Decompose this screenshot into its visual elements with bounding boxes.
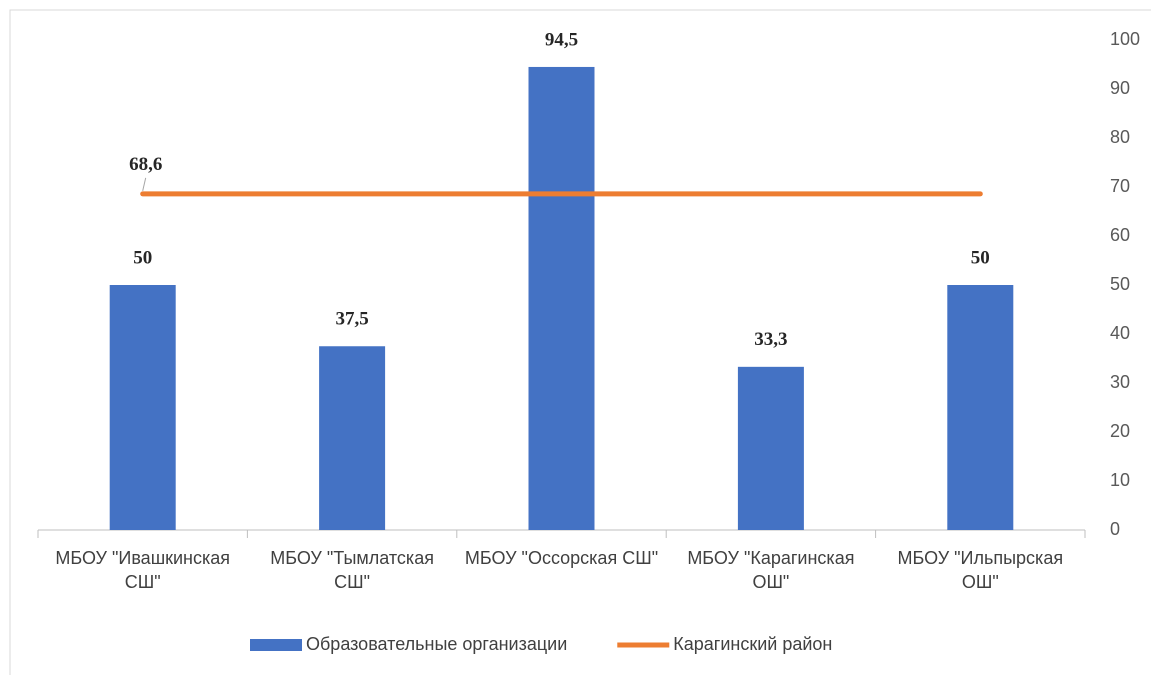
data-label: 50 [971,247,990,268]
chart-border [9,9,1151,675]
legend-label: Карагинский район [673,634,832,654]
data-label: 68,6 [129,154,162,175]
x-tick-label: МБОУ "Ильпырская ОШ" [897,548,1064,592]
bar [109,285,176,530]
x-tick-label: МБОУ "Оссорская СШ" [464,548,659,568]
y-tick-label: 80 [1110,127,1130,147]
data-label: 50 [133,247,152,268]
y-tick-label: 60 [1110,225,1130,245]
y-tick-label: 40 [1110,323,1130,343]
bar [319,346,386,530]
y-tick-label: 10 [1110,470,1130,490]
data-label: 94,5 [545,29,578,50]
bar [528,66,595,530]
x-tick-label: МБОУ "Карагинская ОШ" [687,548,855,592]
legend-label: Образовательные организации [306,634,567,654]
y-tick-label: 0 [1110,519,1120,539]
x-tick-label: МБОУ "Ивашкинская СШ" [55,548,231,592]
y-tick-label: 20 [1110,421,1130,441]
x-tick-label: МБОУ "Тымлатская СШ" [270,548,434,592]
bar [737,366,804,530]
legend-swatch [250,639,302,651]
bar [947,285,1014,530]
leader-line [142,177,147,191]
y-tick-label: 100 [1110,29,1140,49]
y-tick-label: 50 [1110,274,1130,294]
y-tick-label: 30 [1110,372,1130,392]
y-tick-label: 90 [1110,78,1130,98]
data-label: 37,5 [335,309,368,330]
data-label: 33,3 [754,329,787,350]
y-tick-label: 70 [1110,176,1130,196]
